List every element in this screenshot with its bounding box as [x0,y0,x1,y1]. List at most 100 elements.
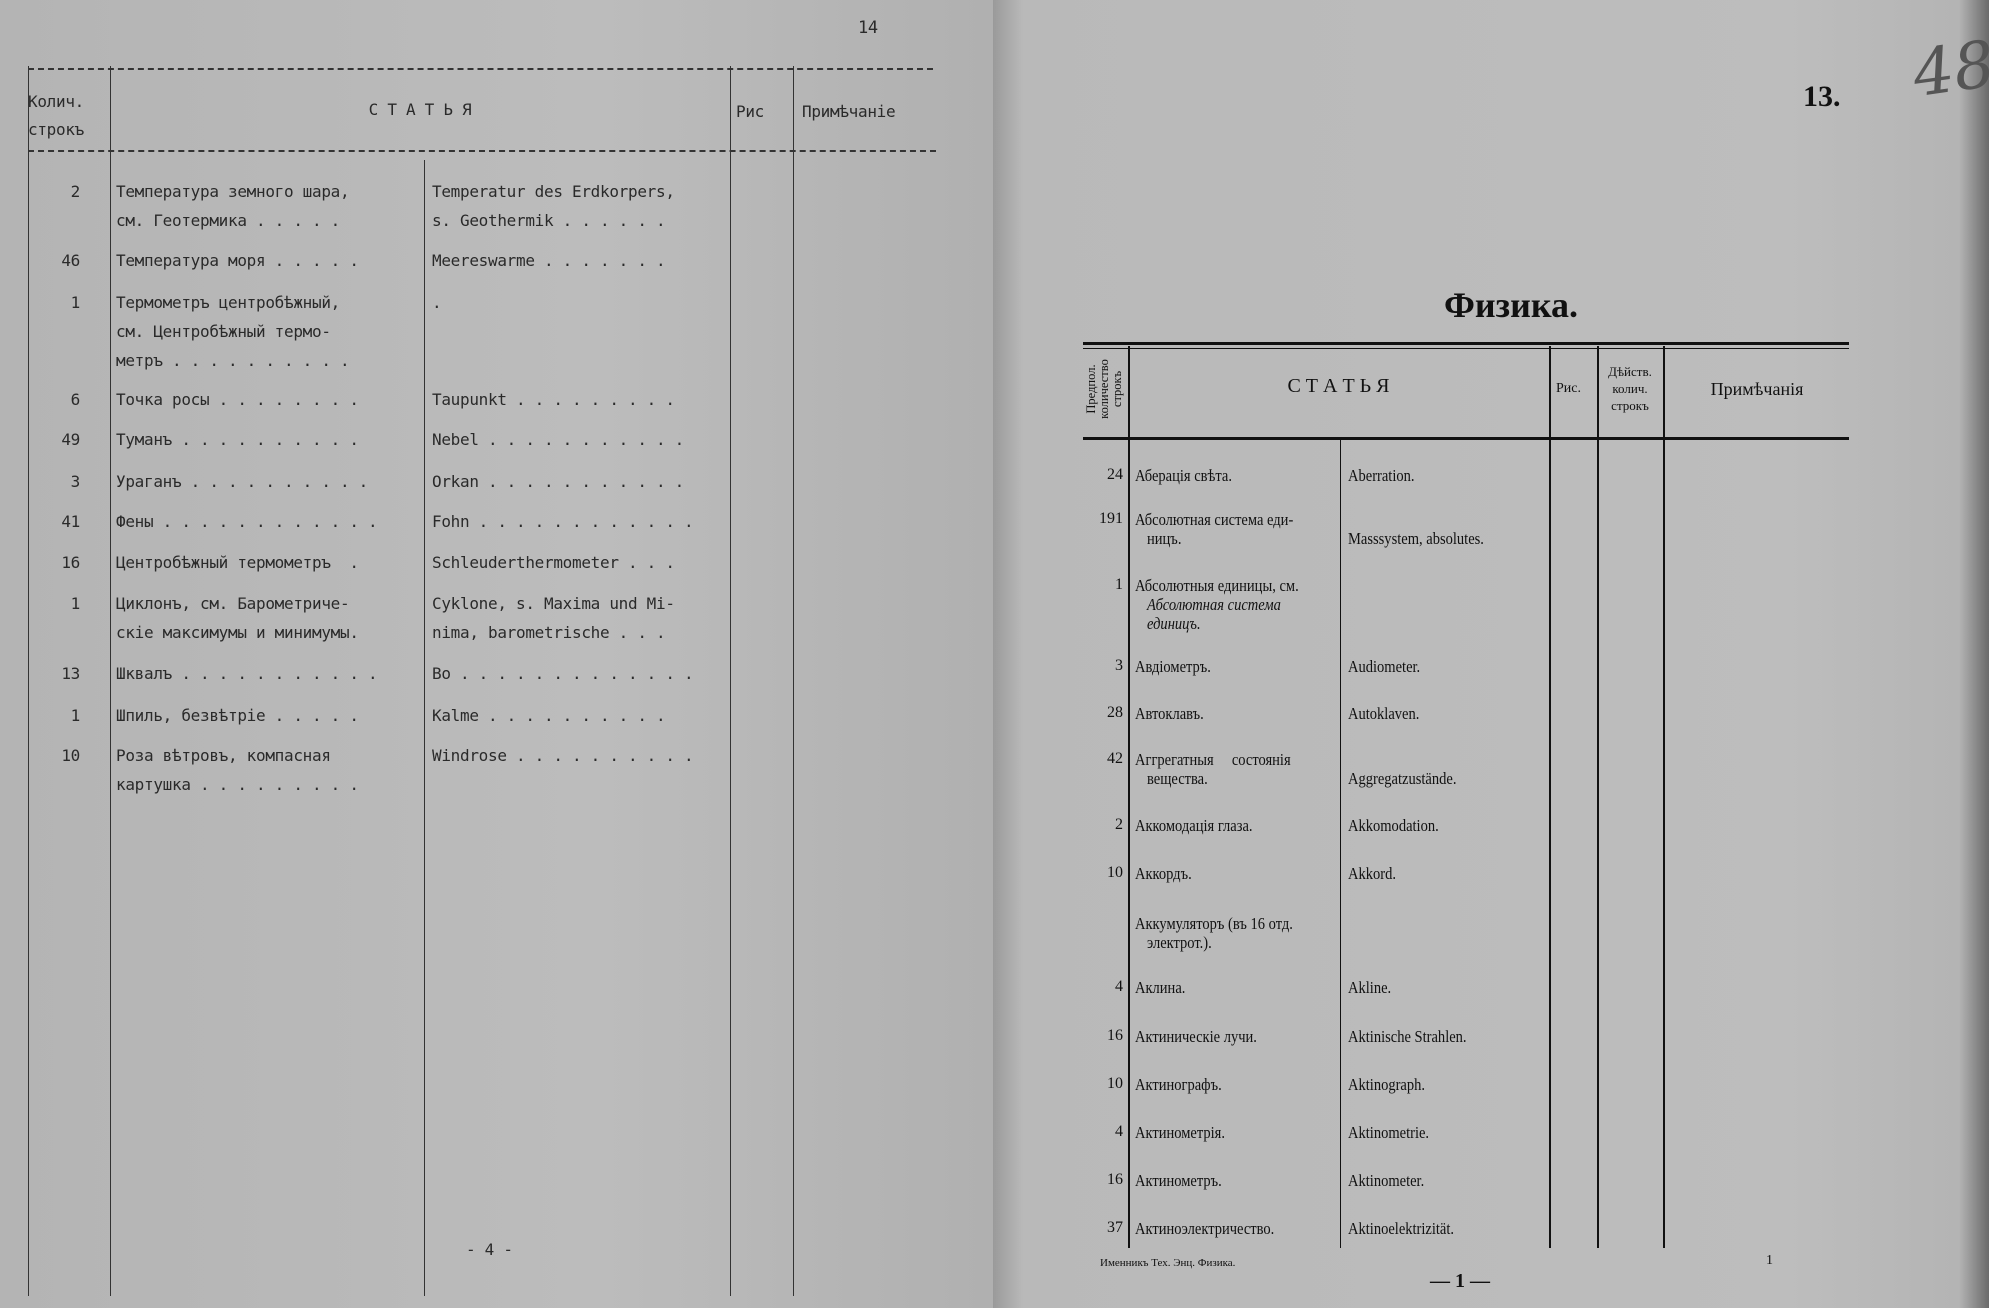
article-de: Fohn . . . . . . . . . . . . [432,512,694,531]
row-count: 16 [1107,1027,1123,1044]
header-note: Примѣчаніе [802,102,896,121]
header-actual-line: Дѣйств. [1608,364,1652,379]
row-count: 1 [70,293,81,312]
row-count: 4 [1115,978,1123,995]
left-page: 14 Колич. строкъ С Т А Т Ь Я Рис Примѣча… [0,0,993,1308]
article-de: Autoklaven. [1348,704,1420,723]
article-de: . [432,293,442,312]
row-count: 16 [61,553,80,572]
column-divider [424,160,425,1296]
article-de: Aktinometrie. [1348,1123,1430,1142]
article-de: Kalme . . . . . . . . . . [432,706,666,725]
article-ru: Абсолютныя единицы, см. [1135,576,1299,595]
article-de: Aggregatzustände. [1348,769,1457,788]
row-count: 10 [1107,864,1123,881]
header-article: С Т А Т Ь Я [1287,375,1390,397]
column-divider [1128,346,1130,1248]
article-de: Nebel . . . . . . . . . . . [432,430,684,449]
article-de: Cyklone, s. Maxima und Mi- [432,594,675,613]
article-ru: Роза вѣтровъ, компасная [116,746,331,765]
article-de: Aberration. [1348,466,1415,485]
article-ru: Автоклавъ. [1135,704,1204,723]
header-top-rule [28,68,933,70]
article-ru: Шпиль, безвѣтріе . . . . . [116,706,359,725]
article-ru: Температура моря . . . . . [116,251,359,270]
header-note: Примѣчанія [1710,379,1804,399]
article-ru: Ураганъ . . . . . . . . . . [116,472,368,491]
row-count: 191 [1099,510,1123,527]
handwritten-folio: 481 [1908,21,1989,113]
article-de: Taupunkt . . . . . . . . . [432,390,675,409]
row-count: 4 [1115,1123,1123,1140]
article-ru: Аккумуляторъ (въ 16 отд. [1135,914,1293,933]
row-count: 28 [1107,704,1123,721]
footer-page-number: - 4 - [466,1240,513,1259]
page-number: 14 [858,18,878,38]
column-divider [28,66,29,1296]
article-ru: электрот.). [1147,933,1212,952]
section-title: Физика. [1443,285,1579,325]
article-ru: Аберація свѣта. [1135,466,1232,485]
row-count: 13 [61,664,80,683]
article-ru: метръ . . . . . . . . . . [116,351,350,370]
article-ru: Актинометръ. [1135,1171,1222,1190]
header-fig: Рис [736,102,764,121]
column-divider [730,66,731,1296]
header-count: Колич. строкъ [28,88,84,144]
header-bottom-rule [1083,437,1849,440]
header-actual-line: колич. [1612,381,1648,396]
row-count: 42 [1107,750,1123,767]
article-ru: Аклина. [1135,978,1186,997]
article-ru: см. Центробѣжный термо- [116,322,331,341]
article-ru: скіе максимумы и минимумы. [116,623,359,642]
article-ru: Фены . . . . . . . . . . . . [116,512,378,531]
article-de: Aktinoelektrizität. [1348,1219,1455,1238]
column-divider [1597,346,1599,1248]
article-ru-reference: Абсолютная система [1147,595,1281,614]
article-ru: Актинометрія. [1135,1123,1225,1142]
footer-signature: Именникъ Тех. Энц. Физика. [1100,1257,1236,1269]
article-de: Aktinometer. [1348,1171,1425,1190]
row-count: 16 [1107,1171,1123,1188]
article-ru: Термометръ центробѣжный, [116,293,340,312]
article-de: Akkomodation. [1348,816,1439,835]
article-de: Temperatur des Erdkorpers, [432,182,675,201]
column-divider [793,66,794,1296]
article-de: Akkord. [1348,864,1397,883]
row-count: 10 [61,746,80,765]
footer-sheet-number: 1 [1766,1253,1773,1268]
row-count: 24 [1107,466,1123,483]
header-article: С Т А Т Ь Я [368,100,472,119]
row-count: 2 [1115,816,1123,833]
article-ru: ницъ. [1147,529,1182,548]
article-de: Masssystem, absolutes. [1348,529,1484,548]
article-ru: Температура земного шара, [116,182,350,201]
row-count: 10 [1107,1075,1123,1092]
row-count: 1 [70,706,81,725]
column-divider [1549,346,1551,1248]
page-number: 13. [1803,80,1841,113]
article-ru: Актинографъ. [1135,1075,1222,1094]
header-count-line: строкъ [28,120,84,139]
header-bottom-rule [28,150,936,152]
row-count: 46 [61,251,80,270]
article-ru: Аккомодація глаза. [1135,816,1253,835]
article-de: Bo . . . . . . . . . . . . . [432,664,694,683]
article-de: Windrose . . . . . . . . . . [432,746,694,765]
article-ru: картушка . . . . . . . . . [116,775,359,794]
column-divider [110,66,111,1296]
row-count: 49 [61,430,80,449]
column-divider [1663,346,1665,1248]
article-de: Aktinograph. [1348,1075,1426,1094]
article-ru: Актиноэлектричество. [1135,1219,1275,1238]
row-count: 3 [70,472,81,491]
right-page: 13. 481 Физика. Предпол. количество стро… [993,0,1989,1308]
article-de: Audiometer. [1348,657,1421,676]
article-ru: Туманъ . . . . . . . . . . [116,430,359,449]
header-count-line: строкъ [1110,370,1124,408]
header-top-rule-thin [1083,348,1849,349]
header-count: Предпол. количество строкъ [1084,346,1127,432]
row-count: 2 [70,182,81,201]
header-count-line: Колич. [28,92,84,111]
article-de: s. Geothermik . . . . . . [432,211,666,230]
